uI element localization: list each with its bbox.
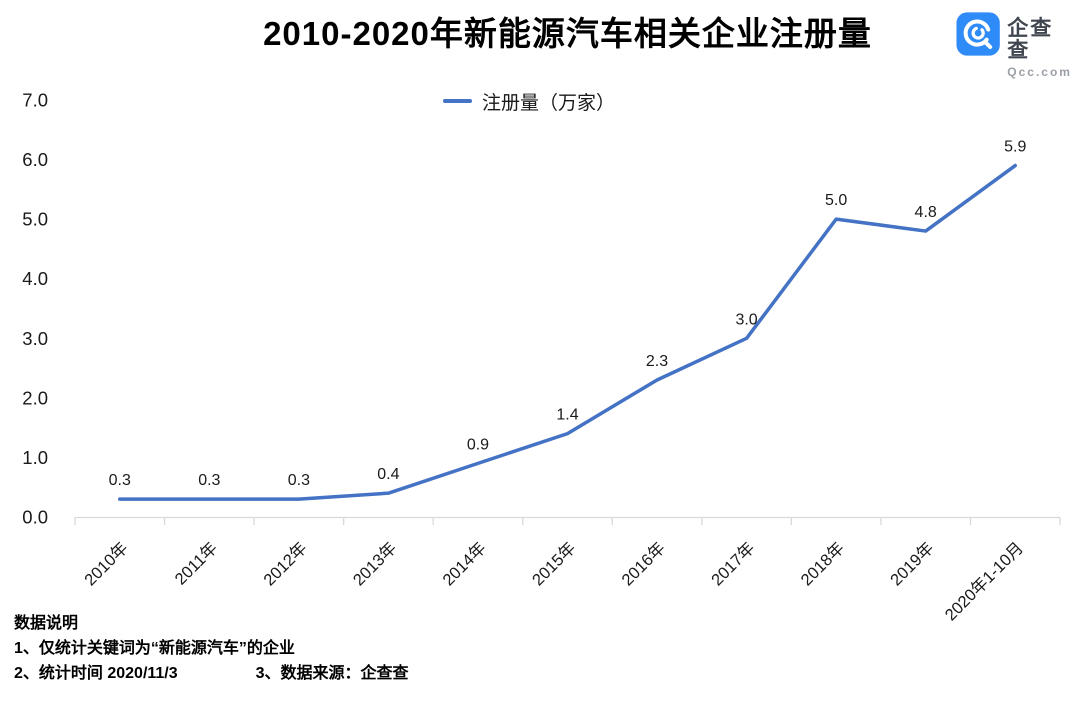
x-axis-tick-label: 2019年: [886, 538, 937, 589]
notes-line2: 2、统计时间 2020/11/3 3、数据来源：企查查: [14, 661, 409, 686]
y-axis-tick-label: 1.0: [22, 447, 48, 468]
notes-line2-right: 3、数据来源：企查查: [255, 665, 409, 682]
x-axis-tick-label: 2017年: [707, 538, 758, 589]
y-axis-tick-label: 7.0: [22, 90, 48, 111]
notes-line2-left: 2、统计时间 2020/11/3: [14, 665, 178, 682]
data-label: 5.0: [825, 192, 847, 209]
data-label: 2.3: [646, 353, 668, 370]
page-title: 2010-2020年新能源汽车相关企业注册量: [263, 15, 872, 52]
qcc-logo: 企查查 Qcc.com: [956, 11, 1073, 79]
x-axis-tick-label: 2010年: [81, 538, 132, 589]
y-axis-tick-label: 4.0: [22, 268, 48, 289]
y-axis-tick-label: 5.0: [22, 209, 48, 230]
x-axis-tick-label: 2016年: [618, 538, 669, 589]
notes-line1: 1、仅统计关键词为“新能源汽车”的企业: [14, 640, 295, 657]
x-axis-tick-label: 2012年: [260, 538, 311, 589]
x-axis-tick-label: 2020年1-10月: [941, 538, 1027, 624]
x-axis-tick-label: 2011年: [171, 538, 221, 588]
x-axis-tick-label: 2014年: [439, 538, 490, 589]
x-axis-tick-label: 2013年: [349, 538, 400, 589]
y-axis-tick-label: 3.0: [22, 328, 48, 349]
y-axis-tick-label: 2.0: [22, 387, 48, 408]
x-axis-tick-label: 2015年: [528, 538, 579, 589]
qcc-magnifier-icon: [956, 12, 1000, 56]
y-axis-tick-label: 0.0: [22, 507, 48, 528]
chart-legend: 注册量（万家）: [443, 90, 616, 114]
data-label: 3.0: [735, 311, 757, 328]
legend-label: 注册量（万家）: [482, 92, 616, 114]
logo-brand-name: 企查查: [1007, 17, 1054, 62]
data-label: 0.9: [467, 436, 489, 453]
data-label: 0.3: [109, 472, 131, 489]
notes-heading: 数据说明: [14, 615, 79, 632]
y-axis-tick-label: 6.0: [22, 149, 48, 170]
data-label: 5.9: [1004, 139, 1026, 156]
series-line-registrations: [118, 163, 1017, 501]
data-label: 1.4: [556, 407, 578, 424]
logo-domain: Qcc.com: [1007, 65, 1072, 79]
data-notes: 数据说明 1、仅统计关键词为“新能源汽车”的企业 2、统计时间 2020/11/…: [14, 611, 409, 686]
data-label: 4.8: [915, 204, 937, 221]
data-label: 0.3: [198, 472, 220, 489]
legend-line-swatch: [443, 99, 472, 103]
x-axis-tick-label: 2018年: [797, 538, 848, 589]
data-label: 0.3: [288, 472, 310, 489]
data-label: 0.4: [377, 466, 399, 483]
logo-text: 企查查 Qcc.com: [1007, 11, 1073, 80]
